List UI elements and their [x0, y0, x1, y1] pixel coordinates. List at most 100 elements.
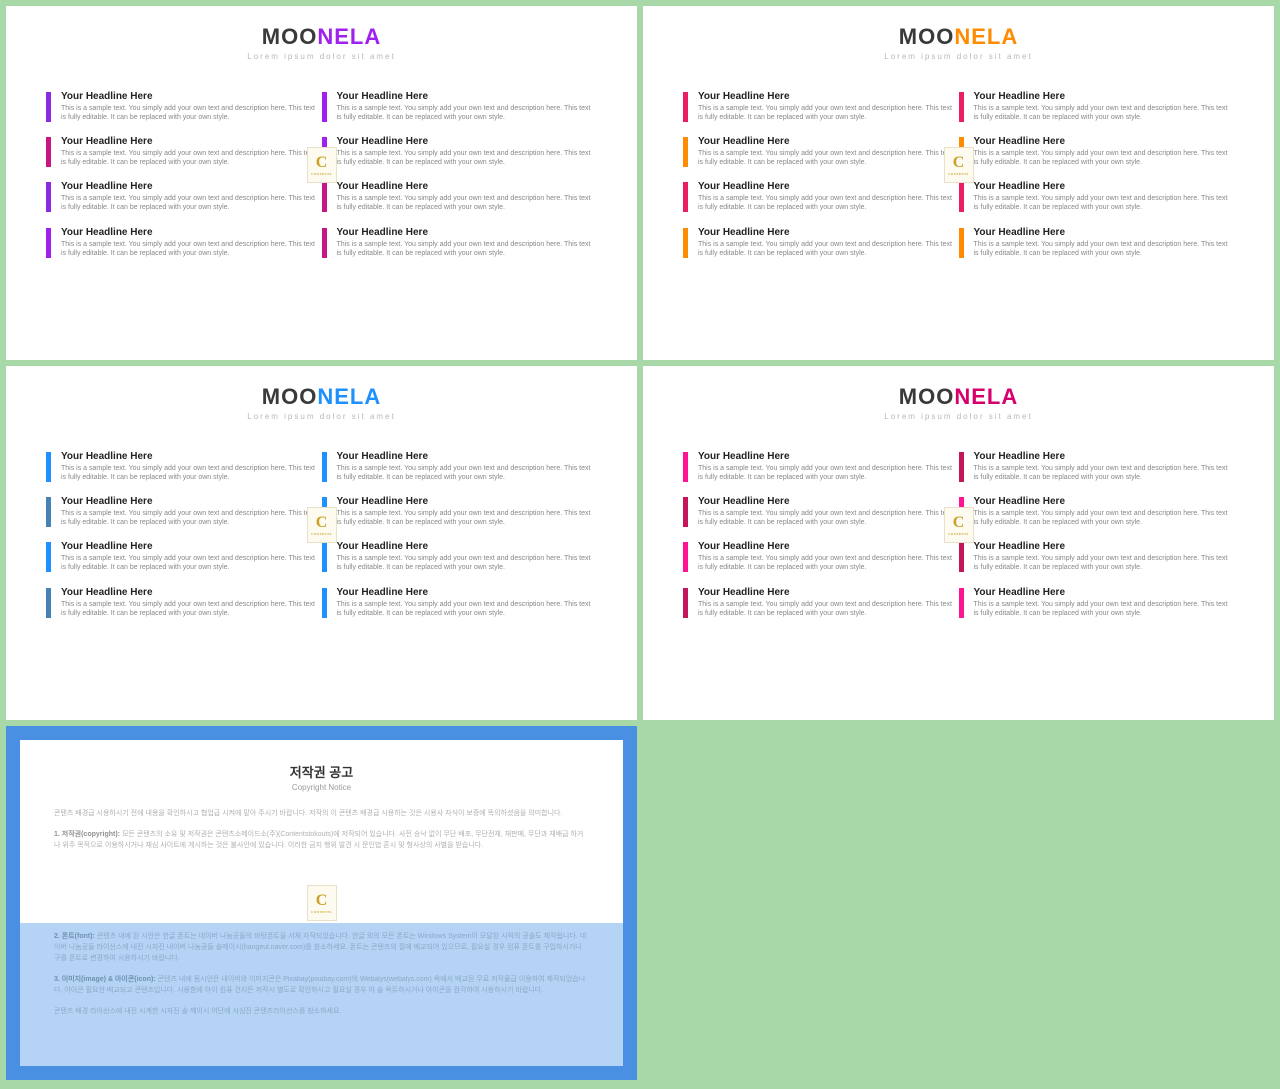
item-text: Your Headline HereThis is a sample text.… [337, 496, 598, 527]
item-text: Your Headline HereThis is a sample text.… [974, 496, 1235, 527]
item-desc: This is a sample text. You simply add yo… [337, 509, 598, 527]
copyright-p2-label: 1. 저작권(copyright): [54, 831, 120, 838]
copyright-p2-text: 모든 콘텐츠의 소유 및 저작권은 콘텐츠소메이드소(주)(Contentsto… [54, 831, 583, 849]
content-item: Your Headline HereThis is a sample text.… [683, 541, 959, 572]
content-item: Your Headline Here This is a sample text.… [683, 136, 959, 167]
brand-moo: MOO [262, 384, 318, 409]
watermark-label: CONTENTS [311, 910, 332, 914]
item-text: Your Headline HereThis is a sample text.… [61, 496, 322, 527]
copyright-p5: 콘텐츠 배경 라이선스에 내진 시계한 시자진 솔 께이시 어단에 시심진 콘텐… [54, 1006, 589, 1017]
item-headline: Your Headline Here [698, 91, 959, 102]
item-text: Your Headline HereThis is a sample text.… [61, 587, 322, 618]
brand-logo: MOONELA [643, 24, 1274, 50]
accent-bar [46, 228, 51, 258]
item-text: Your Headline HereThis is a sample text.… [698, 91, 959, 122]
copyright-p3: 2. 폰트(font): 콘텐츠 내에 된 시안은 한글 폰트는 네이버 나눔공… [54, 931, 589, 965]
item-text: Your Headline HereThis is a sample text.… [337, 451, 598, 482]
watermark-letter: C [953, 154, 965, 172]
item-text: Your Headline HereThis is a sample text.… [698, 496, 959, 527]
content-item: Your Headline HereThis is a sample text.… [959, 587, 1235, 618]
item-desc: This is a sample text. You simply add yo… [61, 194, 322, 212]
item-headline: Your Headline Here [974, 451, 1235, 462]
accent-bar [683, 182, 688, 212]
item-desc: This is a sample text. You simply add yo… [337, 240, 598, 258]
accent-bar [959, 452, 964, 482]
accent-bar [322, 182, 327, 212]
accent-bar [683, 452, 688, 482]
content-item: Your Headline HereThis is a sample text.… [322, 91, 598, 122]
watermark-label: CONTENTS [311, 172, 332, 176]
watermark-letter: C [953, 514, 965, 532]
brand-tagline: Lorem ipsum dolor sit amet [6, 412, 637, 421]
brand-moo: MOO [262, 24, 318, 49]
content-item: Your Headline HereThis is a sample text.… [322, 496, 598, 527]
item-desc: This is a sample text. You simply add yo… [974, 104, 1235, 122]
accent-bar [322, 452, 327, 482]
accent-bar [46, 542, 51, 572]
item-desc: This is a sample text. You simply add yo… [698, 509, 959, 527]
item-desc: This is a sample text. You simply add yo… [61, 240, 322, 258]
item-desc: This is a sample text. You simply add yo… [974, 509, 1235, 527]
item-headline: Your Headline Here [974, 181, 1235, 192]
item-headline: Your Headline Here [337, 181, 598, 192]
content-item: Your Headline HereThis is a sample text.… [322, 136, 598, 167]
item-desc: This is a sample text. You simply add yo… [698, 240, 959, 258]
item-desc: This is a sample text. You simply add yo… [61, 509, 322, 527]
item-headline: Your Headline Here [698, 136, 959, 147]
slide-1: MOONELA Lorem ipsum dolor sit amet Your … [6, 6, 637, 360]
item-text: Your Headline HereThis is a sample text.… [698, 181, 959, 212]
content-item: Your Headline HereThis is a sample text.… [46, 181, 322, 212]
copyright-p2: 1. 저작권(copyright): 모든 콘텐츠의 소유 및 저작권은 콘텐츠… [54, 829, 589, 851]
brand-logo: MOONELA [6, 24, 637, 50]
content-item: Your Headline HereThis is a sample text.… [683, 91, 959, 122]
copyright-p3-text: 콘텐츠 내에 된 시안은 한글 폰트는 네이버 나눔공들의 바탕폰트을 서체 자… [54, 933, 586, 962]
brand-logo: MOONELA [6, 384, 637, 410]
slide-3: MOONELA Lorem ipsum dolor sit amet Your … [6, 366, 637, 720]
item-text: Your Headline Here This is a sample text.… [337, 227, 598, 258]
item-desc: This is a sample text. You simply add yo… [698, 149, 959, 167]
item-text: Your Headline HereThis is a sample text.… [337, 587, 598, 618]
item-headline: Your Headline Here [337, 227, 598, 238]
content-item: Your Headline HereThis is a sample text.… [683, 451, 959, 482]
watermark-badge: C CONTENTS [944, 507, 974, 543]
item-headline: Your Headline Here [61, 136, 322, 147]
content-item: Your Headline HereThis is a sample text.… [683, 181, 959, 212]
accent-bar [46, 92, 51, 122]
item-headline: Your Headline Here [698, 587, 959, 598]
content-item: Your Headline Here This is a sample text.… [46, 136, 322, 167]
item-desc: This is a sample text. You simply add yo… [698, 600, 959, 618]
item-text: Your Headline HereThis is a sample text.… [698, 227, 959, 258]
item-text: Your Headline HereThis is a sample text.… [974, 136, 1235, 167]
watermark-badge: C CONTENTS [307, 885, 337, 921]
slide-grid: MOONELA Lorem ipsum dolor sit amet Your … [6, 6, 1274, 1080]
item-desc: This is a sample text. You simply add yo… [974, 240, 1235, 258]
item-headline: Your Headline Here [974, 91, 1235, 102]
accent-bar [46, 182, 51, 212]
watermark-label: CONTENTS [948, 172, 969, 176]
accent-bar [322, 542, 327, 572]
title-area: MOONELA Lorem ipsum dolor sit amet [643, 366, 1274, 421]
brand-moo: MOO [899, 384, 955, 409]
item-headline: Your Headline Here [61, 227, 322, 238]
watermark-badge: C CONTENTS [307, 507, 337, 543]
item-desc: This is a sample text. You simply add yo… [61, 600, 322, 618]
content-item: Your Headline HereThis is a sample text.… [959, 227, 1235, 258]
content-item: Your Headline HereThis is a sample text.… [959, 451, 1235, 482]
content-item: Your Headline Here This is a sample text.… [322, 227, 598, 258]
copyright-subtitle: Copyright Notice [54, 783, 589, 792]
accent-bar [683, 92, 688, 122]
watermark-badge: C CONTENTS [944, 147, 974, 183]
content-item: Your Headline Here This is a sample text.… [46, 227, 322, 258]
item-desc: This is a sample text. You simply add yo… [61, 149, 322, 167]
accent-bar [322, 588, 327, 618]
accent-bar [683, 228, 688, 258]
item-headline: Your Headline Here [698, 181, 959, 192]
content-item: Your Headline HereThis is a sample text.… [46, 91, 322, 122]
accent-bar [683, 137, 688, 167]
copyright-p4-label: 3. 이미지(image) & 아이콘(icon): [54, 976, 156, 983]
item-text: Your Headline HereThis is a sample text.… [974, 451, 1235, 482]
item-desc: This is a sample text. You simply add yo… [61, 464, 322, 482]
slide-2: MOONELA Lorem ipsum dolor sit amet Your … [643, 6, 1274, 360]
content-item: Your Headline HereThis is a sample text.… [322, 181, 598, 212]
item-desc: This is a sample text. You simply add yo… [337, 104, 598, 122]
